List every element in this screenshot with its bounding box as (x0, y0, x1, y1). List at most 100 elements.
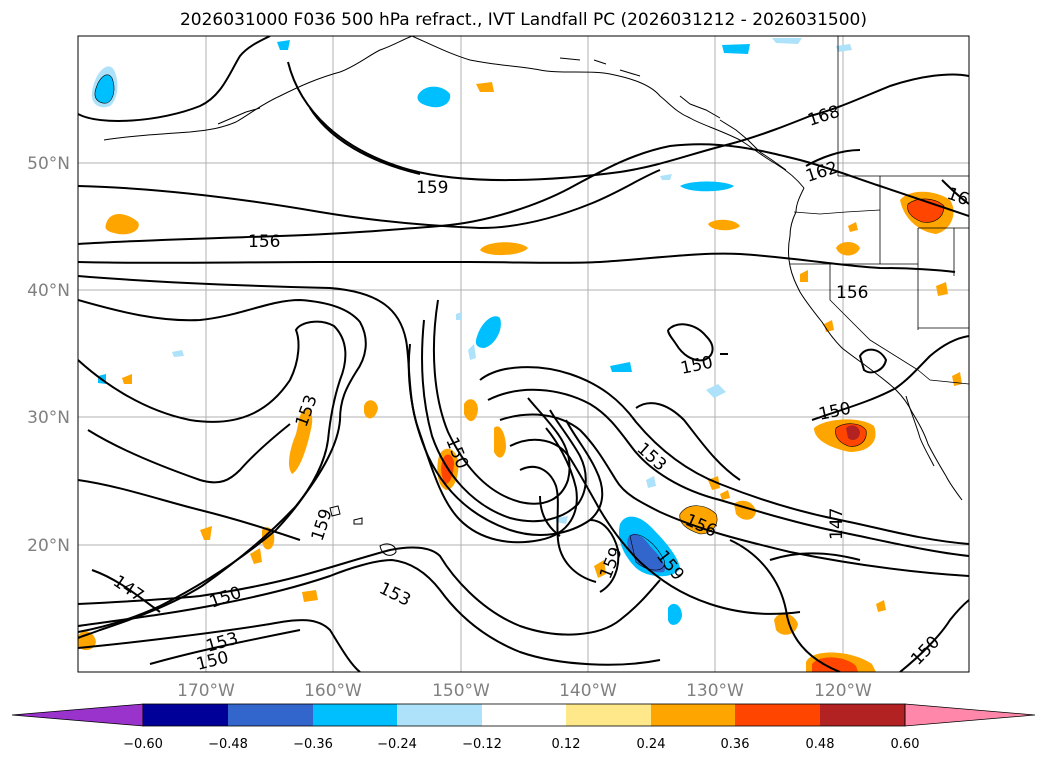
refractivity-contours (78, 36, 969, 672)
colorbar-tick-label: 0.48 (806, 737, 835, 752)
colorbar-segment (566, 704, 651, 726)
contour-label: 156 (248, 232, 280, 252)
contour-line (78, 298, 367, 639)
contour-line (78, 479, 301, 541)
contour-label: 168 (805, 102, 842, 131)
lon-label: 170°W (177, 681, 235, 701)
colorbar-tick-label: 0.24 (637, 737, 666, 752)
positive-anomaly (952, 372, 962, 386)
contour-line (421, 319, 587, 523)
colorbar-segment (651, 704, 735, 726)
negative-anomaly (277, 40, 290, 50)
positive-anomaly (848, 222, 858, 232)
lon-label: 160°W (304, 681, 362, 701)
contour-label: 156 (836, 283, 868, 303)
colorbar-tick-label: 0.60 (891, 737, 920, 752)
positive-anomaly (836, 242, 860, 256)
negative-anomaly (772, 38, 802, 44)
latitude-labels: 50°N 40°N 30°N 20°N (27, 154, 70, 556)
positive-anomaly (105, 214, 139, 235)
lat-label: 40°N (27, 281, 70, 301)
colorbar-frame (142, 703, 906, 727)
longitude-labels: 170°W 160°W 150°W 140°W 130°W 120°W (177, 681, 872, 701)
positive-anomaly (480, 242, 528, 256)
positive-anomaly (800, 270, 808, 282)
contour-line (432, 299, 571, 505)
positive-anomaly (708, 219, 740, 231)
lon-label: 140°W (559, 681, 617, 701)
colorbar-segment (143, 704, 228, 726)
positive-anomaly (476, 82, 494, 92)
colorbar-segment (397, 704, 482, 726)
contour-line (499, 413, 969, 577)
contour-label: 150 (679, 353, 715, 379)
colorbar-segment (313, 704, 397, 726)
contour-line (407, 343, 604, 536)
positive-anomaly (812, 657, 858, 672)
contour-line (805, 149, 861, 167)
contour-label: 150 (207, 583, 244, 613)
positive-anomaly (302, 590, 318, 602)
contour-line (941, 179, 969, 205)
negative-anomaly (172, 350, 184, 357)
contour-line (899, 599, 969, 672)
negative-anomaly (94, 74, 115, 104)
contour-label: 153 (376, 579, 414, 611)
contour-line (149, 629, 301, 665)
positive-anomaly (200, 526, 212, 540)
contour-labels: 168 162 16 159 156 156 150 153 150 150 1… (109, 102, 971, 675)
positive-anomaly (122, 374, 132, 384)
negative-anomaly (646, 476, 656, 488)
contour-line (589, 519, 620, 593)
positive-anomaly (250, 548, 262, 564)
negative-anomaly (556, 516, 568, 524)
positive-anomaly (289, 409, 313, 474)
colorbar-tick-label: −0.12 (462, 737, 502, 752)
contour-line (87, 423, 291, 484)
colorbar: −0.60 −0.48 −0.36 −0.24 −0.12 0.12 0.24 … (11, 703, 1036, 752)
contour-line (487, 388, 969, 557)
map-frame (77, 35, 970, 673)
negative-anomaly (836, 44, 852, 52)
contour-line (78, 619, 361, 672)
colorbar-segment (735, 704, 820, 726)
contour-line (78, 546, 661, 636)
positive-anomaly (364, 400, 378, 419)
contour-label: 153 (633, 439, 671, 476)
negative-anomaly (660, 174, 672, 180)
colorbar-tick-label: −0.48 (208, 737, 248, 752)
positive-anomaly (464, 399, 478, 422)
positive-anomaly (720, 490, 730, 500)
lon-label: 130°W (686, 681, 744, 701)
contour-label: 153 (292, 392, 322, 429)
negative-anomaly (668, 603, 682, 625)
lon-label: 120°W (814, 681, 872, 701)
lat-label: 50°N (27, 154, 70, 174)
negative-anomaly (475, 316, 501, 348)
contour-line (509, 438, 801, 615)
lat-label: 30°N (27, 408, 70, 428)
positive-anomaly (494, 426, 506, 458)
negative-anomaly (610, 362, 632, 372)
map-title: 2026031000 F036 500 hPa refract., IVT La… (179, 10, 867, 30)
contour-line (91, 569, 161, 613)
lat-label: 20°N (27, 536, 70, 556)
positive-anomaly (824, 320, 834, 332)
contour-line (78, 320, 347, 633)
contour-line (667, 323, 714, 362)
positive-anomaly (846, 425, 860, 440)
contour-line (78, 169, 661, 230)
colorbar-over-arrow (904, 703, 1036, 727)
contour-label: 147 (827, 508, 847, 540)
positive-anomaly (774, 613, 798, 635)
contour-line (287, 61, 969, 182)
contour-line (519, 465, 597, 583)
positive-anomaly (936, 282, 948, 296)
colorbar-segment (228, 704, 313, 726)
negative-anomaly (680, 181, 734, 192)
contour-line (78, 252, 956, 273)
colorbar-tick-label: −0.60 (123, 737, 163, 752)
positive-anomaly (679, 505, 718, 534)
coastlines (103, 36, 963, 556)
